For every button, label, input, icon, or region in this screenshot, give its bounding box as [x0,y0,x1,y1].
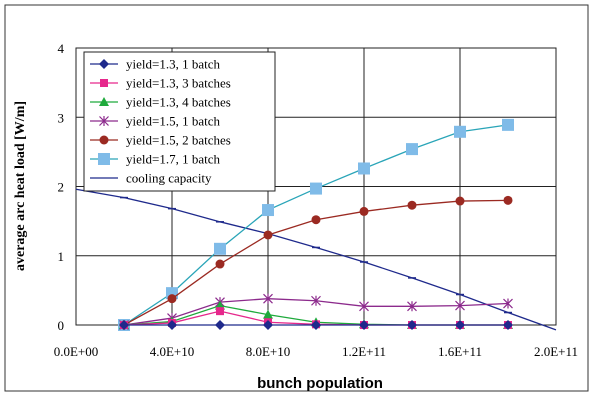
data-point [100,79,108,87]
legend-label: yield=1.7, 1 batch [126,152,220,167]
data-point [99,135,109,145]
data-point [455,196,465,206]
data-point [214,242,226,255]
data-point [454,125,466,138]
data-point [262,204,274,217]
data-point [407,301,417,312]
legend-label: cooling capacity [126,171,212,186]
legend-item: yield=1.7, 1 batch [90,152,220,167]
series-layer [75,118,557,331]
legend: yield=1.3, 1 batch yield=1.3, 3 batches yi… [83,51,276,192]
data-point [99,97,109,106]
data-point [455,320,465,330]
y-tick-labels: 0 1 2 3 4 [58,41,65,333]
x-axis-title: bunch population [257,375,383,392]
x-tick-label: 0.0E+00 [54,344,99,359]
legend-item: yield=1.3, 4 batches [90,95,231,110]
y-axis-title: average arc heat load [W/m] [13,101,28,271]
data-point [407,200,417,210]
data-point [263,230,273,240]
legend-label: yield=1.3, 3 batches [126,76,231,91]
data-point [503,320,513,330]
data-point [503,195,513,205]
data-point [502,118,514,131]
data-point [359,206,369,216]
data-point [455,300,465,311]
y-tick-label: 2 [58,180,65,195]
data-point [503,298,513,309]
data-point [167,294,177,304]
y-tick-label: 1 [58,249,65,264]
data-point [99,116,109,126]
x-tick-label: 1.2E+11 [342,344,386,359]
data-point [311,295,321,306]
x-tick-label: 1.6E+11 [438,344,482,359]
data-point [311,320,321,330]
legend-item: yield=1.5, 2 batches [90,133,231,148]
data-point [215,259,225,269]
series-6 [75,188,557,331]
data-point [167,320,177,330]
legend-label: yield=1.5, 1 batch [126,114,220,129]
data-point [215,320,225,330]
series-0 [119,320,513,330]
data-point [311,215,321,225]
data-point [263,309,273,319]
data-point [310,182,322,195]
x-tick-label: 4.0E+10 [150,344,195,359]
legend-label: yield=1.3, 4 batches [126,95,231,110]
data-point [407,320,417,330]
data-point [358,162,370,175]
legend-item: yield=1.3, 1 batch [90,57,220,72]
legend-item: cooling capacity [90,171,212,186]
x-tick-labels: 0.0E+00 4.0E+10 8.0E+10 1.2E+11 1.6E+11 2.0E+… [54,344,578,359]
x-tick-label: 2.0E+11 [534,344,578,359]
legend-item: yield=1.3, 3 batches [90,76,231,91]
data-point [119,320,129,330]
legend-label: yield=1.3, 1 batch [126,57,220,72]
legend-label: yield=1.5, 2 batches [126,133,231,148]
data-point [216,307,224,316]
data-point [263,320,273,330]
x-tick-label: 8.0E+10 [246,344,291,359]
series-4 [119,195,513,330]
data-point [263,293,273,304]
legend-item: yield=1.5, 1 batch [90,114,220,129]
data-point [359,301,369,312]
data-point [359,320,369,330]
y-tick-label: 3 [58,110,65,125]
data-point [98,153,110,165]
y-tick-label: 4 [58,41,65,56]
y-tick-label: 0 [58,318,65,333]
data-point [406,143,418,156]
data-point [99,59,109,69]
